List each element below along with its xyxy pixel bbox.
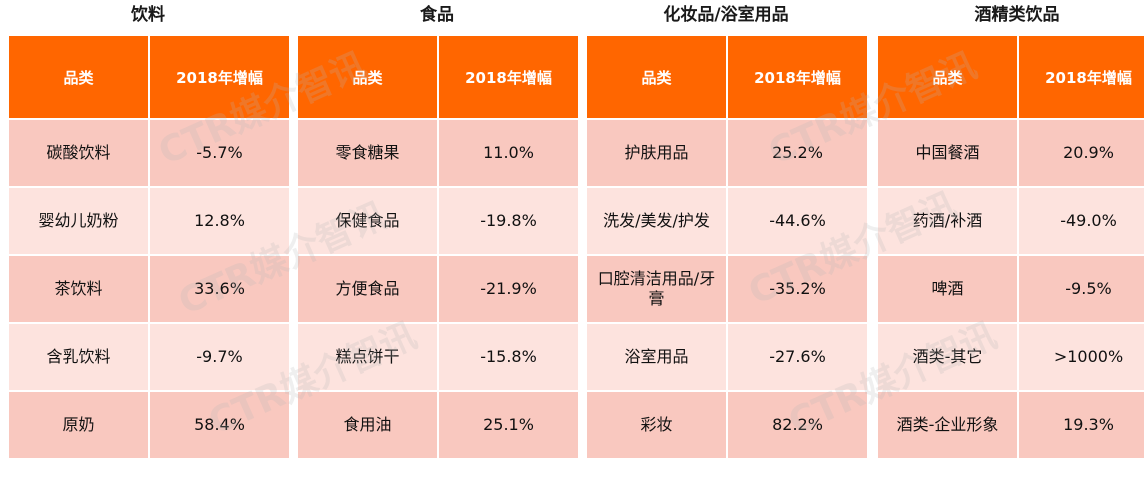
header-row: 品类 2018年增幅	[587, 36, 867, 118]
growth-cell: -27.6%	[728, 324, 867, 390]
table-row: 洗发/美发/护发 -44.6%	[587, 188, 867, 254]
category-cell: 含乳饮料	[9, 324, 148, 390]
category-cell: 糕点饼干	[298, 324, 437, 390]
category-cell: 原奶	[9, 392, 148, 458]
category-cell: 酒类-企业形象	[878, 392, 1017, 458]
panel-food: 食品 品类 2018年增幅 零食糖果 11.0% 保健食品 -19.8% 方便食…	[296, 0, 578, 478]
growth-cell: 25.2%	[728, 120, 867, 186]
growth-cell: 19.3%	[1019, 392, 1144, 458]
panel-title: 食品	[420, 5, 454, 25]
header-row: 品类 2018年增幅	[9, 36, 289, 118]
growth-cell: 33.6%	[150, 256, 289, 322]
growth-cell: -21.9%	[439, 256, 578, 322]
header-category: 品类	[9, 36, 148, 118]
growth-cell: 11.0%	[439, 120, 578, 186]
table-row: 中国餐酒 20.9%	[878, 120, 1144, 186]
category-cell: 护肤用品	[587, 120, 726, 186]
table-row: 原奶 58.4%	[9, 392, 289, 458]
table-row: 食用油 25.1%	[298, 392, 578, 458]
panel-alcohol: 酒精类饮品 品类 2018年增幅 中国餐酒 20.9% 药酒/补酒 -49.0%…	[876, 0, 1144, 478]
growth-cell: 82.2%	[728, 392, 867, 458]
table-row: 保健食品 -19.8%	[298, 188, 578, 254]
header-category: 品类	[587, 36, 726, 118]
category-cell: 碳酸饮料	[9, 120, 148, 186]
growth-cell: -9.5%	[1019, 256, 1144, 322]
category-cell: 零食糖果	[298, 120, 437, 186]
table-row: 啤酒 -9.5%	[878, 256, 1144, 322]
table-row: 碳酸饮料 -5.7%	[9, 120, 289, 186]
table-row: 含乳饮料 -9.7%	[9, 324, 289, 390]
table-row: 方便食品 -21.9%	[298, 256, 578, 322]
table-row: 浴室用品 -27.6%	[587, 324, 867, 390]
category-cell: 彩妆	[587, 392, 726, 458]
table-row: 彩妆 82.2%	[587, 392, 867, 458]
table-row: 零食糖果 11.0%	[298, 120, 578, 186]
data-table: 品类 2018年增幅 碳酸饮料 -5.7% 婴幼儿奶粉 12.8% 茶饮料 33…	[7, 34, 291, 460]
table-row: 酒类-企业形象 19.3%	[878, 392, 1144, 458]
panel-beverages: 饮料 品类 2018年增幅 碳酸饮料 -5.7% 婴幼儿奶粉 12.8% 茶饮料…	[7, 0, 289, 478]
category-cell: 药酒/补酒	[878, 188, 1017, 254]
category-cell: 啤酒	[878, 256, 1017, 322]
header-growth: 2018年增幅	[150, 36, 289, 118]
growth-cell: 20.9%	[1019, 120, 1144, 186]
growth-cell: >1000%	[1019, 324, 1144, 390]
panel-title: 酒精类饮品	[974, 5, 1060, 25]
header-row: 品类 2018年增幅	[878, 36, 1144, 118]
growth-cell: -15.8%	[439, 324, 578, 390]
panel-title: 化妆品/浴室用品	[663, 5, 789, 25]
header-category: 品类	[878, 36, 1017, 118]
table-row: 酒类-其它 >1000%	[878, 324, 1144, 390]
table-row: 护肤用品 25.2%	[587, 120, 867, 186]
category-cell: 保健食品	[298, 188, 437, 254]
growth-cell: -44.6%	[728, 188, 867, 254]
growth-cell: -49.0%	[1019, 188, 1144, 254]
growth-cell: 58.4%	[150, 392, 289, 458]
table-row: 婴幼儿奶粉 12.8%	[9, 188, 289, 254]
category-cell: 茶饮料	[9, 256, 148, 322]
growth-cell: 25.1%	[439, 392, 578, 458]
category-cell: 中国餐酒	[878, 120, 1017, 186]
header-row: 品类 2018年增幅	[298, 36, 578, 118]
growth-cell: 12.8%	[150, 188, 289, 254]
category-cell: 食用油	[298, 392, 437, 458]
header-growth: 2018年增幅	[1019, 36, 1144, 118]
header-category: 品类	[298, 36, 437, 118]
growth-cell: -19.8%	[439, 188, 578, 254]
data-table: 品类 2018年增幅 零食糖果 11.0% 保健食品 -19.8% 方便食品 -…	[296, 34, 580, 460]
category-cell: 酒类-其它	[878, 324, 1017, 390]
table-row: 糕点饼干 -15.8%	[298, 324, 578, 390]
panel-cosmetics: 化妆品/浴室用品 品类 2018年增幅 护肤用品 25.2% 洗发/美发/护发 …	[585, 0, 867, 478]
panel-title: 饮料	[131, 5, 165, 25]
data-table: 品类 2018年增幅 护肤用品 25.2% 洗发/美发/护发 -44.6% 口腔…	[585, 34, 869, 460]
data-table: 品类 2018年增幅 中国餐酒 20.9% 药酒/补酒 -49.0% 啤酒 -9…	[876, 34, 1144, 460]
category-cell: 浴室用品	[587, 324, 726, 390]
header-growth: 2018年增幅	[439, 36, 578, 118]
table-row: 茶饮料 33.6%	[9, 256, 289, 322]
category-cell: 方便食品	[298, 256, 437, 322]
category-cell: 婴幼儿奶粉	[9, 188, 148, 254]
growth-cell: -9.7%	[150, 324, 289, 390]
growth-cell: -5.7%	[150, 120, 289, 186]
growth-cell: -35.2%	[728, 256, 867, 322]
table-row: 药酒/补酒 -49.0%	[878, 188, 1144, 254]
header-growth: 2018年增幅	[728, 36, 867, 118]
category-cell: 口腔清洁用品/牙膏	[587, 256, 726, 322]
table-row: 口腔清洁用品/牙膏 -35.2%	[587, 256, 867, 322]
category-cell: 洗发/美发/护发	[587, 188, 726, 254]
